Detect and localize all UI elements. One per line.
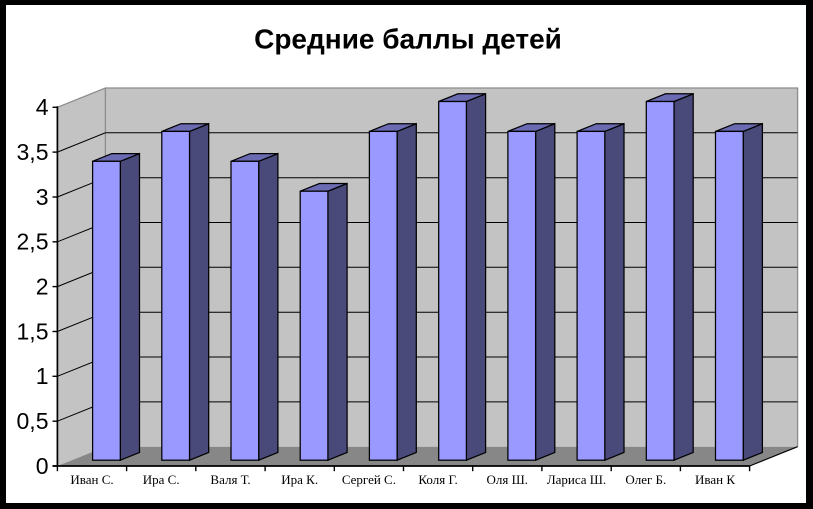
svg-text:Средние баллы детей: Средние баллы детей — [254, 24, 562, 55]
svg-text:Иван К: Иван К — [695, 472, 735, 487]
svg-text:Оля Ш.: Оля Ш. — [487, 472, 528, 487]
svg-text:3: 3 — [36, 184, 49, 210]
svg-text:4: 4 — [36, 94, 49, 120]
svg-text:0,5: 0,5 — [17, 408, 49, 434]
svg-text:Коля Г.: Коля Г. — [418, 472, 457, 487]
svg-text:Ира С.: Ира С. — [143, 472, 180, 487]
svg-text:3,5: 3,5 — [17, 139, 49, 165]
svg-text:0: 0 — [36, 453, 49, 479]
svg-text:Иван С.: Иван С. — [70, 472, 113, 487]
svg-text:Лариса Ш.: Лариса Ш. — [547, 472, 606, 487]
svg-text:2,5: 2,5 — [17, 229, 49, 255]
svg-text:Сергей С.: Сергей С. — [342, 472, 396, 487]
svg-text:Ира К.: Ира К. — [281, 472, 318, 487]
svg-text:1,5: 1,5 — [17, 318, 49, 344]
svg-text:Олег Б.: Олег Б. — [625, 472, 666, 487]
svg-text:Валя Т.: Валя Т. — [210, 472, 250, 487]
svg-text:1: 1 — [36, 363, 49, 389]
svg-text:2: 2 — [36, 273, 49, 299]
